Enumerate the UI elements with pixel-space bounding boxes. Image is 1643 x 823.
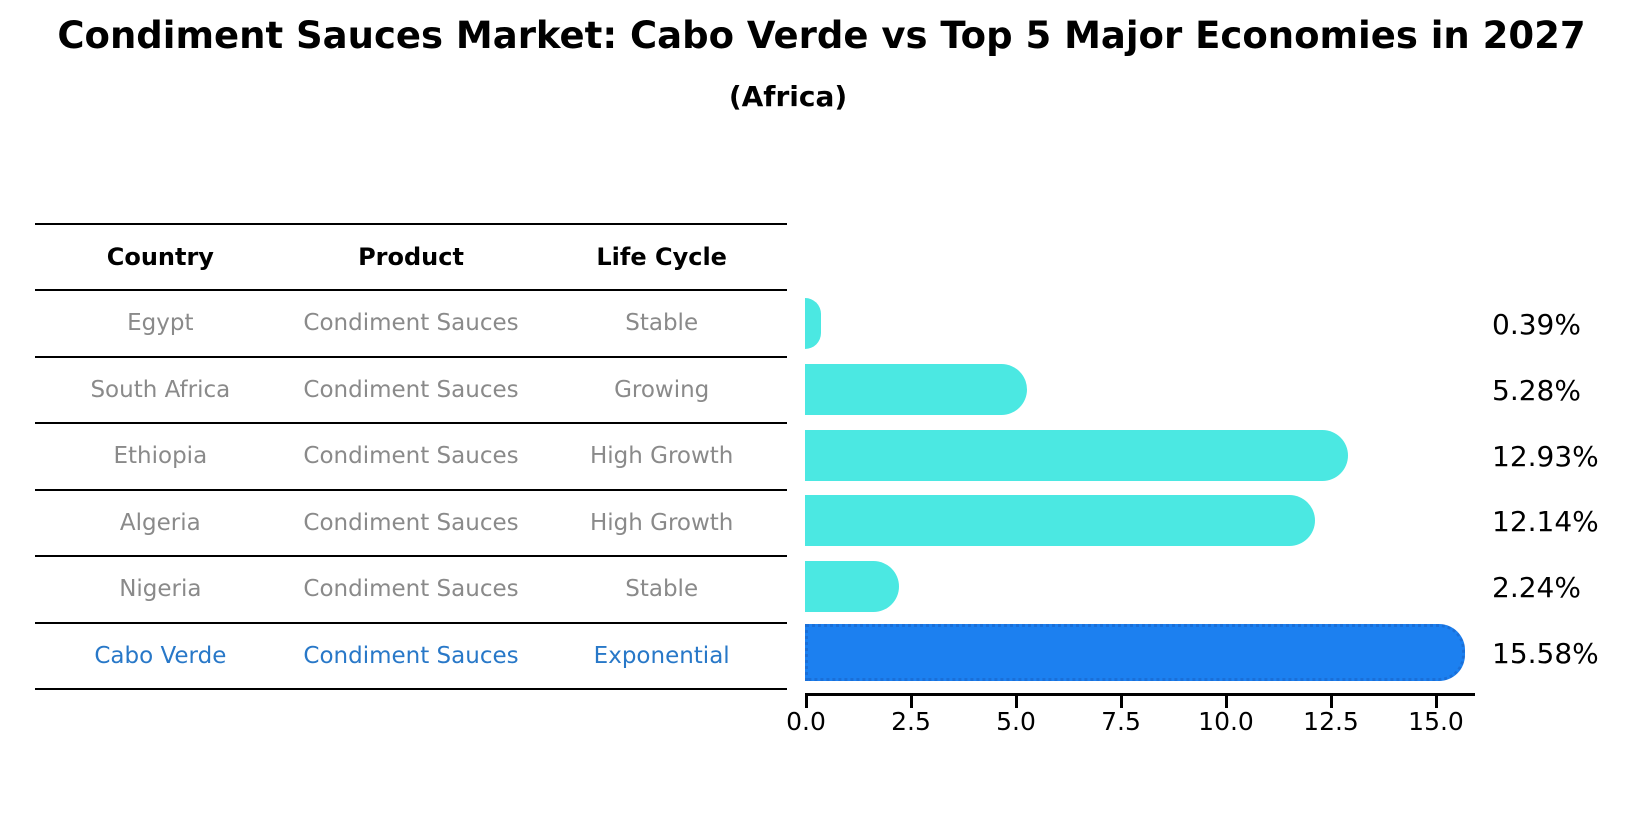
x-axis-tick [1225, 696, 1228, 708]
bar-value-label: 0.39% [1492, 308, 1581, 341]
cell-country: Cabo Verde [94, 642, 227, 669]
table-row-egypt: Egypt Condiment Sauces Stable [35, 289, 787, 356]
cell-life-cycle: Stable [625, 576, 699, 603]
bar-south-africa [805, 364, 1027, 415]
x-axis-tick-label: 0.0 [786, 707, 826, 736]
chart-subtitle: (Africa) [728, 80, 848, 113]
x-axis-line [805, 693, 1475, 696]
bar-value-label: 2.24% [1492, 571, 1581, 604]
bar-value-label: 15.58% [1492, 637, 1599, 670]
x-axis-tick [1015, 696, 1018, 708]
cell-life-cycle: High Growth [589, 509, 734, 536]
x-axis-tick [910, 696, 913, 708]
cell-country: Egypt [127, 310, 194, 337]
column-header-life-cycle: Life Cycle [596, 243, 727, 271]
bar-value-label: 12.93% [1492, 440, 1599, 473]
x-axis-tick-label: 5.0 [996, 707, 1036, 736]
x-axis-tick-label: 15.0 [1408, 707, 1464, 736]
bar-value-label: 5.28% [1492, 374, 1581, 407]
x-axis-tick [1120, 696, 1123, 708]
country-table: Country Product Life Cycle Egypt Condime… [35, 223, 787, 690]
table-row-south-africa: South Africa Condiment Sauces Growing [35, 355, 787, 423]
table-row-algeria: Algeria Condiment Sauces High Growth [35, 488, 787, 556]
cell-product: Condiment Sauces [303, 576, 519, 603]
cell-product: Condiment Sauces [303, 443, 519, 470]
x-axis-tick-label: 2.5 [891, 707, 931, 736]
table-row-cabo-verde: Cabo Verde Condiment Sauces Exponential [35, 621, 787, 689]
x-axis-tick [1330, 696, 1333, 708]
cell-country: Ethiopia [113, 443, 208, 470]
column-header-product: Product [358, 243, 464, 271]
table-row-nigeria: Nigeria Condiment Sauces Stable [35, 555, 787, 622]
cell-life-cycle: Stable [625, 310, 699, 337]
cell-product: Condiment Sauces [303, 376, 519, 403]
cell-life-cycle: Exponential [593, 642, 730, 669]
table-row-ethiopia: Ethiopia Condiment Sauces High Growth [35, 422, 787, 489]
bar-egypt [805, 298, 821, 349]
bar-algeria [805, 495, 1315, 546]
cell-life-cycle: High Growth [589, 443, 734, 470]
x-axis-tick [805, 696, 808, 708]
bar-value-label: 12.14% [1492, 505, 1599, 538]
cell-product: Condiment Sauces [303, 509, 519, 536]
cell-life-cycle: Growing [614, 376, 710, 403]
column-header-country: Country [106, 243, 214, 271]
cell-product: Condiment Sauces [303, 310, 519, 337]
x-axis-tick [1435, 696, 1438, 708]
bar-nigeria [805, 561, 899, 612]
cell-country: Algeria [119, 509, 201, 536]
x-axis-tick-label: 7.5 [1101, 707, 1141, 736]
chart-title: Condiment Sauces Market: Cabo Verde vs T… [57, 14, 1586, 57]
x-axis-tick-label: 12.5 [1303, 707, 1359, 736]
x-axis-tick-label: 10.0 [1198, 707, 1254, 736]
cell-country: Nigeria [119, 576, 202, 603]
cell-country: South Africa [90, 376, 231, 403]
bar-ethiopia [805, 430, 1348, 481]
cell-product: Condiment Sauces [303, 642, 519, 669]
bar-cabo-verde-highlighted [805, 624, 1465, 681]
table-header-row: Country Product Life Cycle [35, 223, 787, 289]
